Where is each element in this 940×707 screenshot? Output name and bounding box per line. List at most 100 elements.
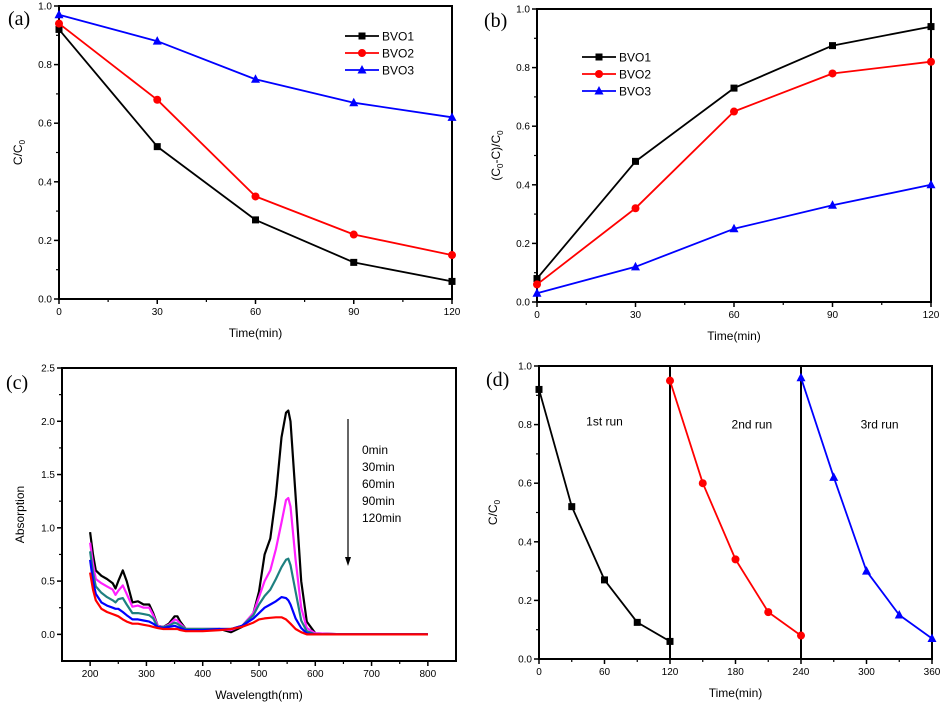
data-point bbox=[730, 84, 738, 92]
y-tick-label: 1.5 bbox=[41, 470, 55, 481]
data-point bbox=[631, 204, 640, 213]
run-annotation: 2nd run bbox=[732, 418, 773, 432]
x-tick-label: 90 bbox=[348, 307, 360, 318]
x-tick-label: 500 bbox=[251, 669, 268, 680]
x-tick-label: 360 bbox=[924, 667, 940, 678]
data-point bbox=[153, 95, 162, 104]
series-1st-run bbox=[535, 385, 674, 645]
legend-label: BVO2 bbox=[619, 68, 651, 82]
run-annotation: 3rd run bbox=[861, 418, 899, 432]
x-tick-label: 90 bbox=[827, 310, 839, 321]
series-3rd-run bbox=[796, 372, 937, 642]
x-tick-label: 180 bbox=[727, 667, 744, 678]
plot-frame bbox=[536, 8, 932, 303]
x-tick-label: 120 bbox=[444, 307, 461, 318]
y-tick-label: 0.8 bbox=[38, 60, 52, 71]
series-bvo1 bbox=[533, 23, 935, 283]
data-point bbox=[152, 36, 162, 45]
series-90min bbox=[89, 559, 428, 636]
legend-label: 60min bbox=[362, 477, 395, 491]
legend-label: BVO2 bbox=[382, 47, 414, 61]
data-point bbox=[730, 107, 738, 116]
x-tick-label: 60 bbox=[599, 667, 611, 678]
legend-marker bbox=[594, 86, 604, 95]
y-tick-label: 2.0 bbox=[41, 417, 55, 428]
data-point bbox=[926, 179, 936, 189]
legend-item: BVO3 bbox=[345, 64, 414, 78]
legend-marker bbox=[357, 65, 367, 74]
y-tick-label: 0.0 bbox=[41, 630, 55, 641]
legend-item: BVO1 bbox=[582, 51, 651, 65]
x-tick-label: 800 bbox=[420, 669, 437, 680]
y-axis-label: C/C0 bbox=[11, 139, 27, 165]
data-point bbox=[764, 608, 773, 617]
data-point bbox=[153, 143, 161, 151]
data-point bbox=[862, 566, 871, 575]
x-tick-label: 400 bbox=[194, 669, 211, 680]
legend-marker bbox=[358, 49, 366, 57]
series-line bbox=[89, 551, 428, 636]
series-2nd-run bbox=[666, 376, 805, 640]
series-bvo3 bbox=[532, 179, 936, 297]
legend-item: BVO2 bbox=[582, 68, 651, 82]
data-point bbox=[797, 631, 805, 640]
x-tick-label: 200 bbox=[82, 669, 99, 680]
x-tick-label: 60 bbox=[250, 307, 262, 318]
y-tick-label: 1.0 bbox=[38, 2, 52, 13]
series-line bbox=[89, 572, 428, 636]
y-axis-label: Absorption bbox=[13, 486, 27, 543]
data-point bbox=[55, 19, 63, 28]
series-bvo2 bbox=[533, 57, 935, 289]
series-bvo3 bbox=[54, 9, 457, 121]
data-point bbox=[828, 200, 837, 209]
y-tick-label: 0.8 bbox=[518, 420, 532, 431]
y-axis-label-part: C/C bbox=[11, 144, 25, 165]
x-tick-label: 120 bbox=[662, 667, 679, 678]
panel-d: (d) 0 60 120 180 240 300 360 0.0 0.2 0.4 0.6 0.8 1.0 T… bbox=[486, 362, 940, 701]
data-point bbox=[698, 479, 707, 488]
data-point bbox=[633, 618, 641, 626]
legend-label: BVO3 bbox=[619, 85, 651, 99]
data-point bbox=[535, 385, 543, 393]
down-arrow-icon bbox=[345, 557, 351, 566]
x-tick-label: 30 bbox=[630, 310, 642, 321]
legend-label: BVO3 bbox=[382, 64, 414, 78]
series-120min bbox=[89, 572, 428, 636]
y-tick-label: 0.0 bbox=[38, 295, 52, 306]
data-point bbox=[251, 192, 260, 201]
series-line bbox=[536, 25, 932, 280]
legend-item: BVO2 bbox=[345, 47, 414, 61]
legend-marker bbox=[358, 32, 366, 40]
x-tick-label: 0 bbox=[536, 667, 542, 678]
data-point bbox=[532, 288, 542, 297]
y-tick-label: 1.0 bbox=[41, 523, 55, 534]
x-axis-label: Time(min) bbox=[709, 686, 763, 700]
data-point bbox=[828, 69, 837, 78]
legend-label: 90min bbox=[362, 494, 395, 508]
x-tick-label: 30 bbox=[152, 307, 164, 318]
legend-marker bbox=[595, 70, 603, 78]
y-axis-label-subscript: 0 bbox=[18, 139, 27, 144]
y-tick-label: 0.2 bbox=[518, 596, 532, 607]
data-point bbox=[632, 157, 639, 165]
y-tick-label: 0.4 bbox=[518, 537, 532, 548]
run-annotation: 1st run bbox=[586, 415, 623, 429]
series-line bbox=[89, 559, 428, 636]
y-tick-label: 0.0 bbox=[518, 655, 532, 666]
data-point bbox=[54, 9, 64, 19]
series-bvo2 bbox=[55, 19, 456, 260]
legend-marker bbox=[595, 53, 603, 61]
y-tick-label: 2.5 bbox=[41, 364, 55, 375]
x-tick-label: 240 bbox=[793, 667, 810, 678]
x-tick-label: 0 bbox=[56, 307, 62, 318]
legend-label: 120min bbox=[362, 511, 401, 525]
y-tick-label: 0.4 bbox=[38, 177, 52, 188]
y-tick-label: 0.6 bbox=[518, 479, 532, 490]
data-point bbox=[350, 258, 358, 266]
data-point bbox=[829, 42, 836, 50]
y-axis-label-part: C/C bbox=[486, 504, 500, 525]
data-point bbox=[666, 376, 674, 385]
series-bvo1 bbox=[55, 25, 456, 285]
y-axis-label-subscript: 0 bbox=[493, 499, 502, 504]
y-tick-label: 1.0 bbox=[516, 5, 530, 16]
